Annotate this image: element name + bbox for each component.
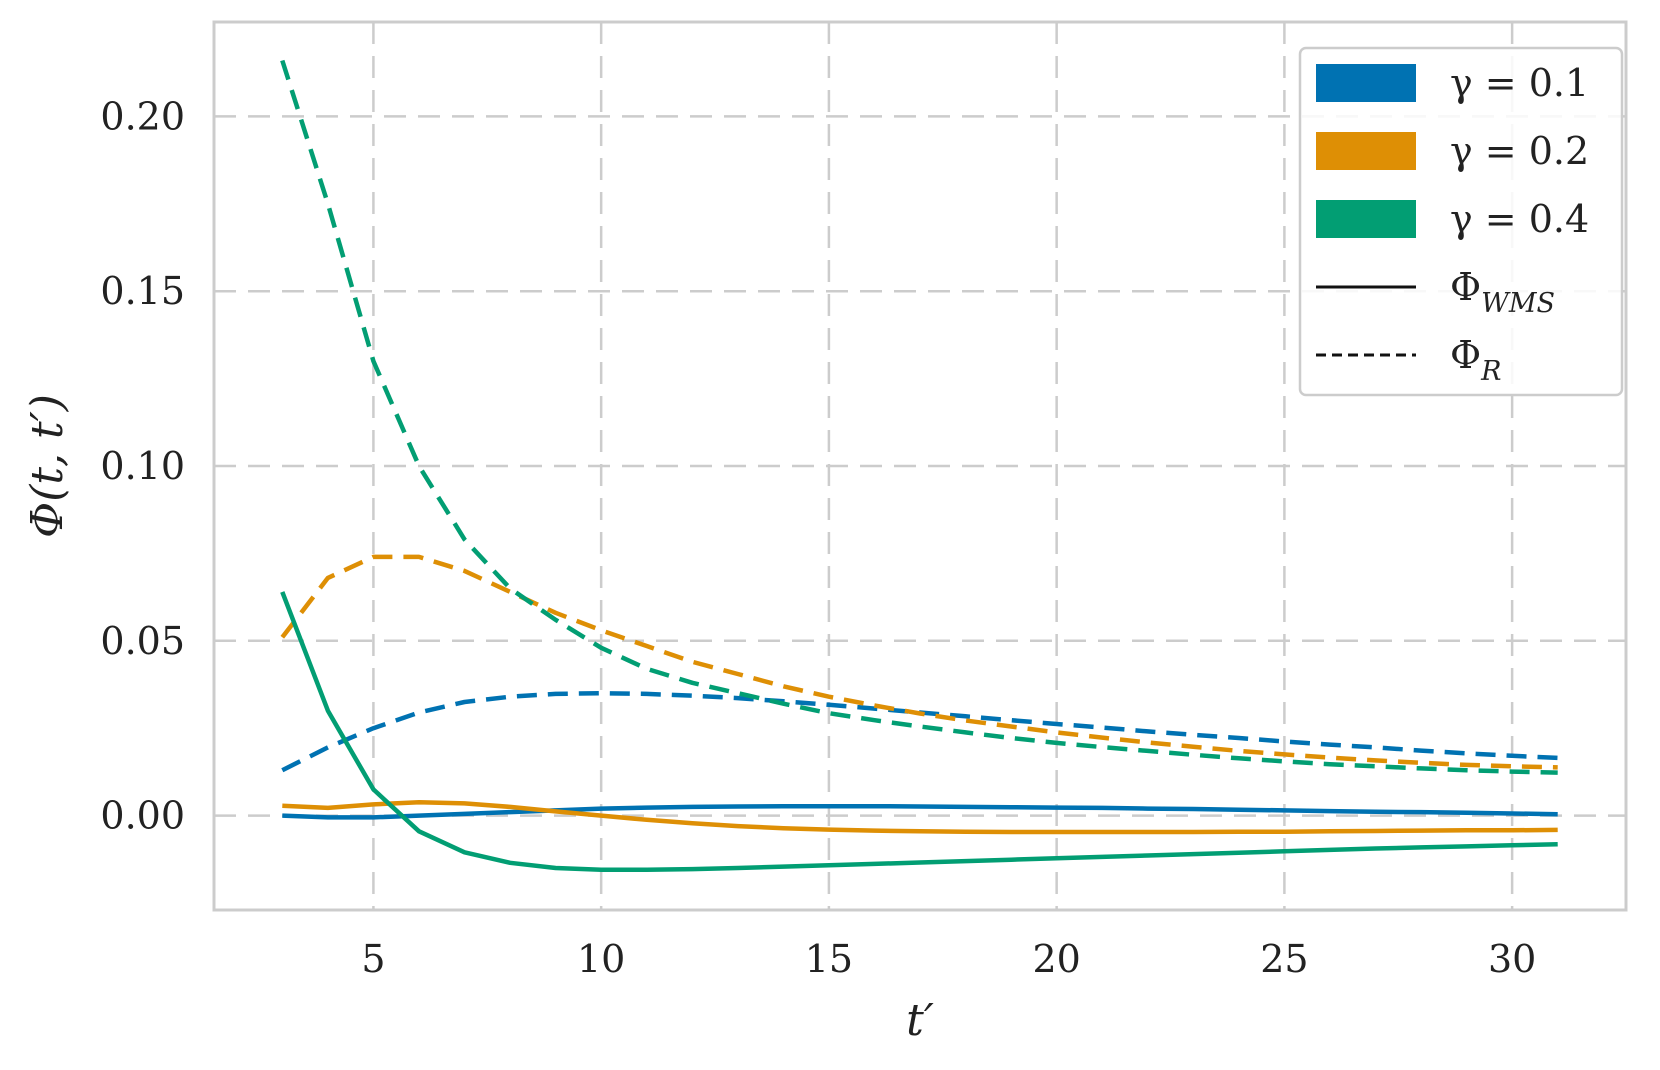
legend-swatch: [1316, 64, 1416, 102]
series-line-gamma-0.1-wms: [282, 803, 1558, 820]
series-line-gamma-0.2-wms: [282, 800, 1558, 835]
y-tick-label: 0.10: [100, 444, 185, 488]
series-line-gamma-0.4-wms: [280, 591, 1558, 873]
x-tick-label: 5: [361, 937, 385, 981]
x-tick-label: 25: [1260, 937, 1308, 981]
x-tick-label: 30: [1488, 937, 1536, 981]
legend-label: ΦWMS: [1450, 265, 1555, 319]
legend-label: γ = 0.1: [1450, 61, 1589, 105]
x-tick-label: 20: [1032, 937, 1080, 981]
series-line-gamma-0.1-r: [281, 690, 1558, 773]
legend: γ = 0.1 γ = 0.2 γ = 0.4 ΦWMS ΦR: [1298, 46, 1624, 397]
y-tick-label: 0.15: [100, 269, 185, 313]
x-tick-label: 10: [577, 937, 625, 981]
x-tick-label: 15: [805, 937, 853, 981]
y-tick-label: 0.20: [100, 94, 185, 138]
series-line-gamma-0.4-r: [280, 59, 1558, 775]
y-axis-label: Φ(t, t′): [22, 394, 73, 538]
legend-label: ΦR: [1450, 333, 1502, 387]
x-axis-label: t′: [906, 995, 934, 1046]
y-tick-label: 0.05: [100, 619, 185, 663]
y-tick-label: 0.00: [100, 794, 185, 838]
legend-swatch: [1316, 132, 1416, 170]
series-line-gamma-0.2-r: [280, 554, 1558, 770]
legend-label: γ = 0.2: [1450, 129, 1589, 173]
legend-label: γ = 0.4: [1450, 197, 1589, 241]
plot-frame: [212, 20, 1628, 912]
y-tick-labels: 0.00 0.05 0.10 0.15 0.20: [100, 94, 185, 837]
x-tick-labels: 5 10 15 20 25 30: [361, 937, 1536, 981]
series-lines: [280, 59, 1558, 873]
legend-swatch: [1316, 200, 1416, 238]
